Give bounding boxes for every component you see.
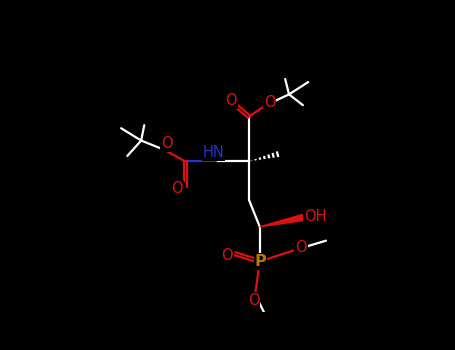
Text: O: O bbox=[227, 93, 238, 106]
Text: O: O bbox=[224, 96, 235, 108]
Text: P: P bbox=[256, 254, 265, 269]
Text: HN: HN bbox=[202, 145, 224, 160]
Text: O: O bbox=[248, 293, 259, 308]
Text: O: O bbox=[161, 136, 172, 151]
Text: OH: OH bbox=[304, 209, 326, 224]
Text: O: O bbox=[295, 240, 307, 255]
Text: O: O bbox=[246, 295, 257, 308]
Text: O: O bbox=[265, 97, 276, 110]
Text: O: O bbox=[225, 93, 237, 108]
Polygon shape bbox=[260, 215, 303, 227]
Text: O: O bbox=[222, 248, 233, 263]
Text: O: O bbox=[264, 95, 276, 110]
Text: OH: OH bbox=[303, 210, 324, 223]
Text: HN: HN bbox=[204, 146, 224, 159]
Text: O: O bbox=[174, 183, 184, 196]
Text: O: O bbox=[161, 136, 171, 149]
Text: O: O bbox=[172, 181, 183, 196]
Text: O: O bbox=[294, 240, 305, 253]
Text: P: P bbox=[255, 254, 266, 269]
Text: O: O bbox=[222, 248, 233, 261]
